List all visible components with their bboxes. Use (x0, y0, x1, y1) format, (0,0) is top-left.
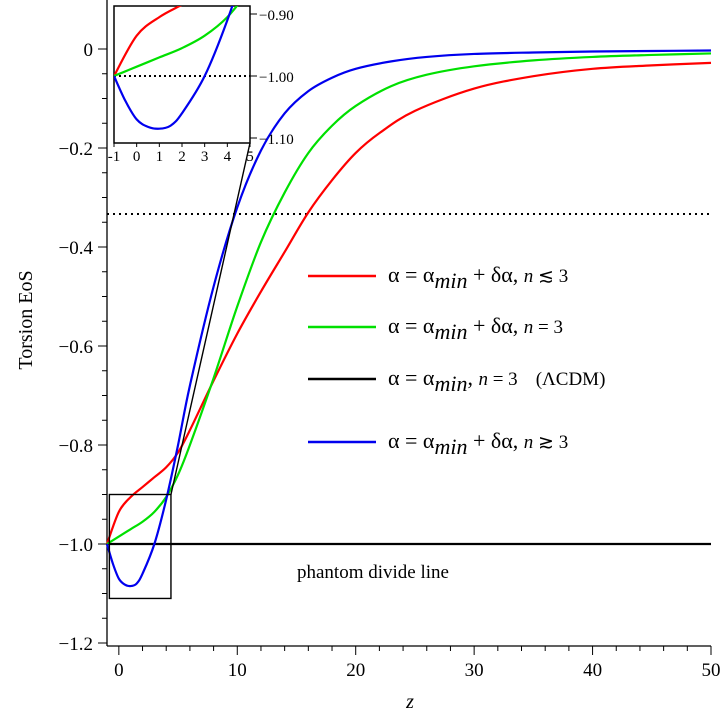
inset-x-tick-label: -1 (108, 149, 121, 165)
y-axis-label: Torsion EoS (15, 270, 37, 369)
series-line-0 (105, 61, 712, 545)
inset-x-tick-label: 5 (246, 149, 254, 165)
y-tick-label: −0.8 (59, 436, 93, 457)
x-tick-label: 10 (228, 660, 247, 681)
x-axis-label: z (405, 691, 414, 713)
inset-x-tick-label: 2 (178, 149, 186, 165)
inset-x-tick-label: 1 (156, 149, 164, 165)
series-line-1 (106, 52, 712, 545)
phantom-divide-label: phantom divide line (297, 562, 449, 583)
inset-y-tick-label: −1.00 (259, 70, 294, 86)
y-tick-label: −1.0 (59, 535, 93, 556)
inset-series-line-0 (114, 6, 182, 77)
inset-series-line-3 (114, 6, 234, 130)
legend-label-1: α = αmin + δα, n = 3 (388, 313, 563, 344)
legend-label-2: α = αmin, n = 3 (ΛCDM) (388, 365, 605, 396)
y-tick-label: 0 (84, 40, 94, 61)
x-tick-label: 50 (702, 660, 721, 681)
inset-x-tick-label: 0 (133, 149, 141, 165)
y-tick-label: −1.2 (59, 634, 93, 655)
legend-label-0: α = αmin + δα, n ≲ 3 (388, 262, 568, 293)
zoom-connector-line (170, 142, 251, 495)
y-tick-label: −0.4 (59, 238, 94, 259)
inset-x-tick-label: 4 (224, 149, 232, 165)
zoom-region-box (108, 493, 172, 600)
inset-y-tick-label: −1.10 (259, 132, 294, 148)
y-tick-label: −0.2 (59, 139, 93, 160)
x-tick-label: 30 (465, 660, 484, 681)
inset-y-tick-label: −0.90 (259, 8, 294, 24)
x-tick-label: 0 (114, 660, 124, 681)
legend-label-3: α = αmin + δα, n ≳ 3 (388, 428, 568, 459)
x-tick-label: 40 (583, 660, 602, 681)
inset-x-tick-label: 3 (201, 149, 209, 165)
y-tick-label: −0.6 (59, 337, 93, 358)
inset-frame (113, 5, 251, 144)
x-tick-label: 20 (346, 660, 365, 681)
